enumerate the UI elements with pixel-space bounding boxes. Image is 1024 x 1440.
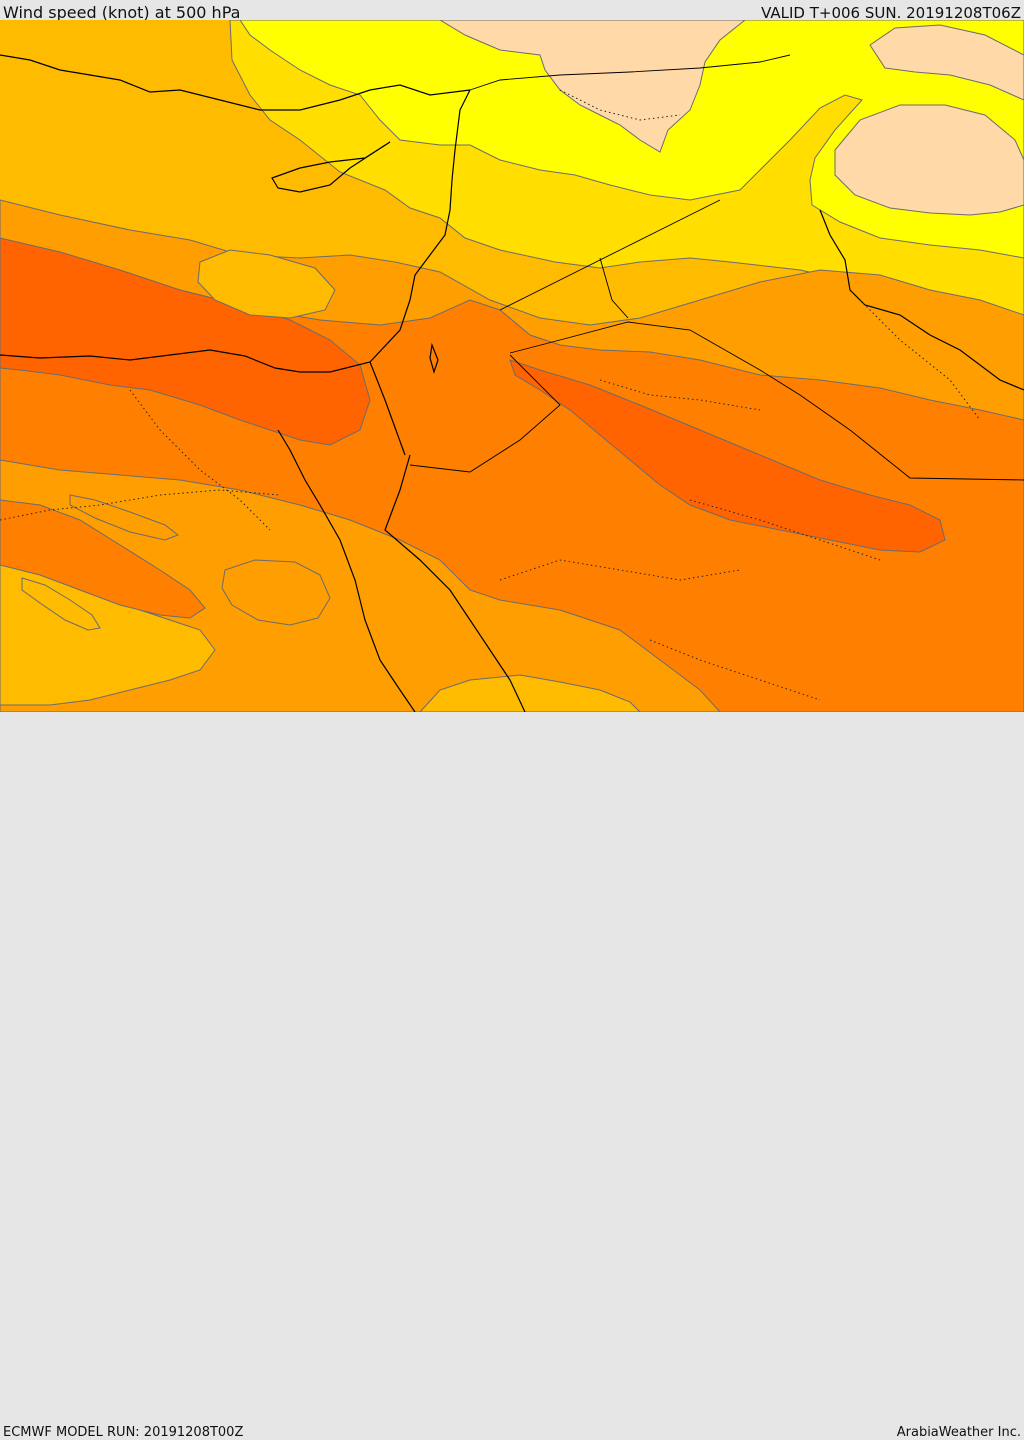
band-80-90-islet xyxy=(221,559,331,626)
map-title: Wind speed (knot) at 500 hPa xyxy=(3,3,241,22)
band-90-100-streak xyxy=(0,499,206,619)
band-80-90-sliver xyxy=(69,494,180,541)
band-40-50-nw xyxy=(869,24,1024,101)
map-canvas xyxy=(0,20,1024,712)
credit: ArabiaWeather Inc. xyxy=(896,1425,1021,1440)
band-40-50-north xyxy=(439,20,746,153)
band-70-80-west xyxy=(197,249,336,319)
valid-time: VALID T+006 SUN. 20191208T06Z xyxy=(761,4,1021,22)
header-bar: Wind speed (knot) at 500 hPa VALID T+006… xyxy=(0,0,1024,22)
band-100-plus-east xyxy=(509,359,946,553)
band-40-50-east xyxy=(834,104,1024,216)
band-100-plus-west xyxy=(0,237,371,446)
model-run: ECMWF MODEL RUN: 20191208T00Z xyxy=(3,1425,244,1440)
footer-bar: ECMWF MODEL RUN: 20191208T00Z ArabiaWeat… xyxy=(0,712,1024,1440)
band-50-60 xyxy=(239,20,1024,259)
band-70-80-south xyxy=(419,674,641,712)
coastlines xyxy=(0,54,1024,712)
band-70-80-sliver xyxy=(21,577,101,631)
admin-boundaries xyxy=(0,89,981,701)
wind-speed-map xyxy=(0,20,1024,712)
borders xyxy=(409,54,1024,481)
